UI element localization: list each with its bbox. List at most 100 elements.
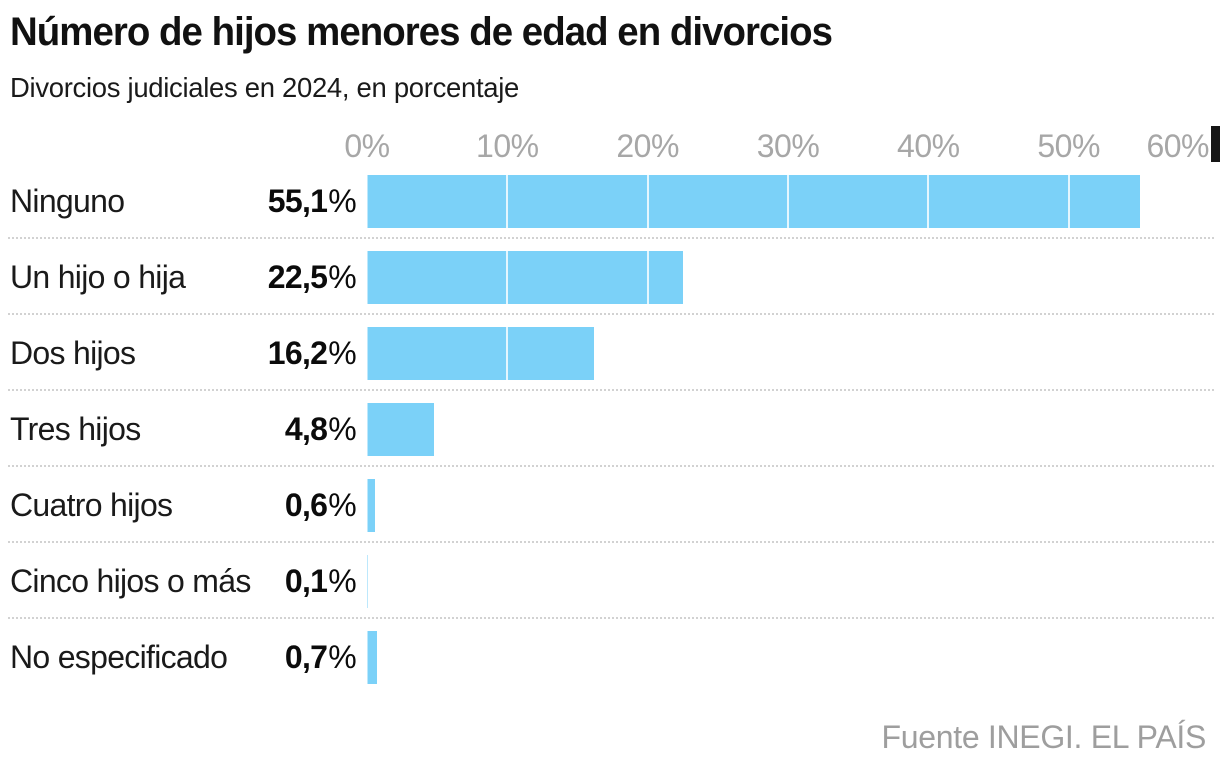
- category-label: No especificado: [10, 639, 228, 675]
- value-unit: %: [328, 183, 356, 219]
- value-label: 4,8%: [0, 403, 357, 456]
- gridline: [1208, 555, 1210, 608]
- bar-track: [366, 479, 1210, 532]
- gridline: [646, 555, 649, 608]
- gridline: [1067, 403, 1070, 456]
- gridline: [787, 327, 789, 380]
- bar-track: [366, 175, 1210, 228]
- bar: [367, 327, 595, 380]
- chart-subtitle: Divorcios judiciales en 2024, en porcent…: [10, 72, 520, 103]
- chart-row: Tres hijos 4,8%: [0, 403, 1220, 479]
- gridline: [506, 251, 509, 304]
- gridline: [787, 631, 789, 684]
- gridline: [927, 327, 930, 380]
- bar: [367, 403, 435, 456]
- gridline: [506, 403, 509, 456]
- gridline: [1208, 479, 1210, 532]
- chart-row: Ninguno 55,1%: [0, 175, 1220, 251]
- gridline: [1208, 175, 1210, 228]
- gridline: [1067, 555, 1070, 608]
- value-unit: %: [328, 639, 356, 675]
- gridline: [1208, 631, 1210, 684]
- value-unit: %: [328, 335, 356, 371]
- gridline: [1208, 327, 1210, 380]
- row-separator: [8, 313, 1215, 315]
- category-label: Ninguno: [10, 183, 125, 219]
- row-separator: [8, 617, 1215, 619]
- row-separator: [8, 389, 1215, 391]
- bar-track: [366, 327, 1210, 380]
- gridline: [927, 555, 930, 608]
- value-label: 55,1%: [0, 175, 357, 228]
- gridline: [506, 175, 509, 228]
- gridline: [927, 403, 930, 456]
- bar: [367, 175, 1141, 228]
- value-number: 4,8: [284, 411, 328, 447]
- value-label: 0,7%: [0, 631, 357, 684]
- gridline: [787, 175, 789, 228]
- value-label: 22,5%: [0, 251, 357, 304]
- value-unit: %: [328, 563, 356, 599]
- gridline: [366, 403, 368, 456]
- chart-row: Dos hijos 16,2%: [0, 327, 1220, 403]
- gridline: [366, 175, 368, 228]
- chart-row: Cinco hijos o más 0,1%: [0, 555, 1220, 631]
- gridline: [366, 631, 368, 684]
- value-number: 55,1: [267, 183, 328, 219]
- x-axis: 0% 10% 20% 30% 40% 50% 60%: [344, 128, 1209, 164]
- gridline: [927, 251, 930, 304]
- gridline: [506, 327, 509, 380]
- category-label: Tres hijos: [10, 411, 141, 447]
- category-label: Un hijo o hija: [10, 259, 186, 295]
- gridline: [1208, 403, 1210, 456]
- x-axis-tick: 10%: [476, 128, 539, 164]
- gridline: [506, 479, 509, 532]
- row-separator: [8, 541, 1215, 543]
- x-axis-tick: 60%: [1146, 128, 1209, 164]
- gridline: [927, 479, 930, 532]
- chart-row: No especificado 0,7%: [0, 631, 1220, 707]
- value-label: 0,1%: [0, 555, 357, 608]
- x-axis-tick: 30%: [756, 128, 820, 164]
- value-unit: %: [328, 411, 356, 447]
- gridline: [927, 631, 930, 684]
- value-number: 0,7: [284, 639, 328, 675]
- gridline: [787, 555, 789, 608]
- gridline: [646, 251, 649, 304]
- value-label: 16,2%: [0, 327, 357, 380]
- gridline: [1067, 251, 1070, 304]
- gridline: [366, 555, 368, 608]
- x-axis-tick: 50%: [1037, 128, 1100, 164]
- bar-track: [366, 403, 1210, 456]
- gridline: [646, 631, 649, 684]
- source-credit: Fuente INEGI. EL PAÍS: [881, 719, 1206, 755]
- gridline: [787, 403, 789, 456]
- gridline: [787, 479, 789, 532]
- gridline: [506, 631, 509, 684]
- gridline: [1067, 327, 1070, 380]
- value-number: 16,2: [267, 335, 328, 371]
- row-separator: [8, 465, 1215, 467]
- gridline: [787, 251, 789, 304]
- gridline: [1208, 251, 1210, 304]
- gridline: [927, 175, 930, 228]
- x-axis-tick: 40%: [897, 128, 960, 164]
- gridline: [646, 327, 649, 380]
- bar-track: [366, 631, 1210, 684]
- gridline: [1067, 631, 1070, 684]
- gridline: [366, 251, 368, 304]
- x-axis-tick: 20%: [616, 128, 679, 164]
- bar: [367, 251, 683, 304]
- bar-track: [366, 251, 1210, 304]
- scrollbar-thumb[interactable]: [1211, 126, 1220, 162]
- category-label: Cinco hijos o más: [10, 563, 251, 599]
- x-axis-tick: 0%: [344, 128, 390, 164]
- gridline: [646, 479, 649, 532]
- value-unit: %: [328, 487, 356, 523]
- gridline: [1067, 479, 1070, 532]
- gridline: [506, 555, 509, 608]
- row-separator: [8, 237, 1215, 239]
- gridline: [646, 175, 649, 228]
- category-label: Cuatro hijos: [10, 487, 173, 523]
